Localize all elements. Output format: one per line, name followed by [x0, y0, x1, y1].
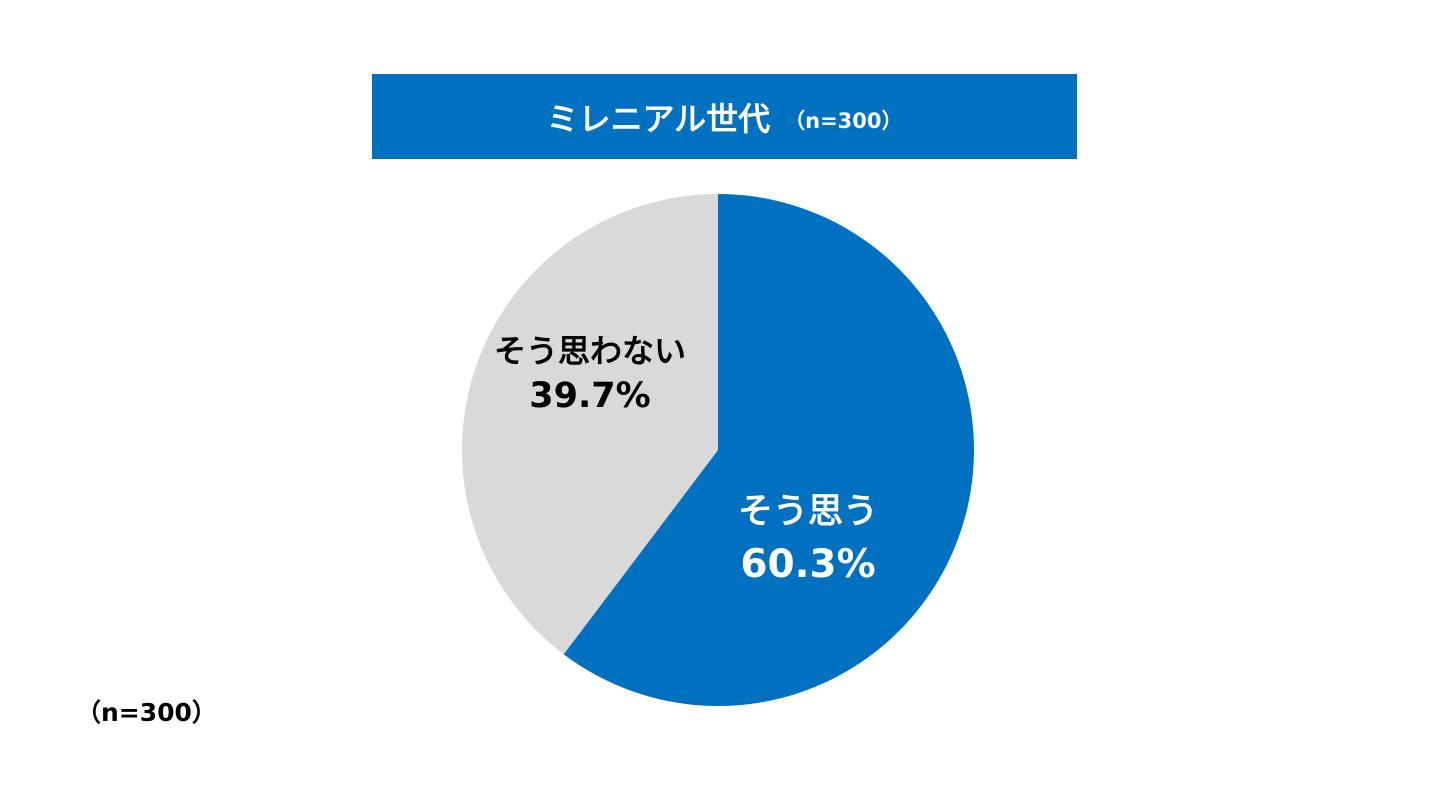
pie-slices — [461, 194, 974, 706]
slice-category-label: そう思わない — [494, 332, 686, 370]
chart-subtitle: （n=300） — [784, 108, 903, 133]
chart-title-band: ミレニアル世代 （n=300） — [372, 74, 1077, 159]
pie-slice-disagree — [461, 194, 718, 655]
slice-value-label: 60.3% — [740, 542, 875, 587]
chart-title: ミレニアル世代 — [546, 99, 771, 138]
pie-slice-agree — [563, 194, 974, 706]
sample-size-note: （n=300） — [76, 698, 217, 727]
slice-category-label: そう思う — [738, 492, 878, 532]
slice-value-label: 39.7% — [529, 376, 650, 416]
pie-labels: そう思う 60.3% そう思わない 39.7% — [494, 332, 878, 587]
